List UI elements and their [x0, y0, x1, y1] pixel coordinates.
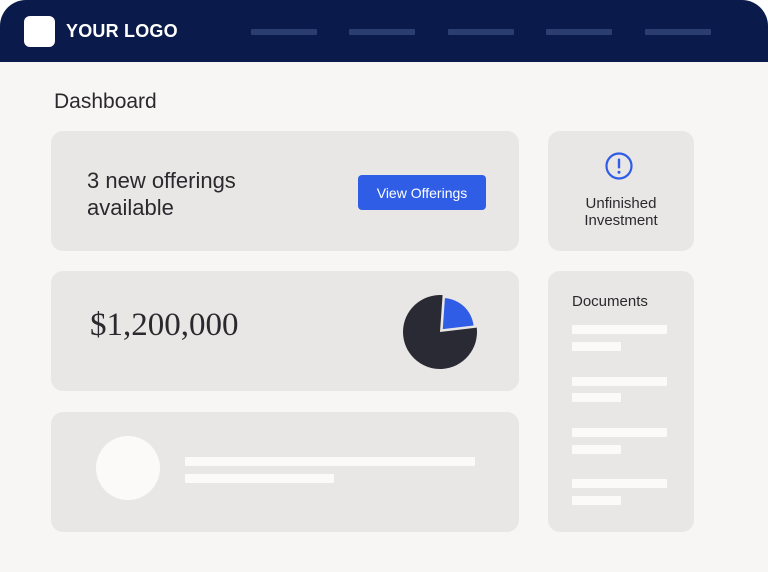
nav-link-1[interactable] [251, 29, 317, 35]
document-item-line[interactable] [572, 496, 621, 505]
portfolio-amount: $1,200,000 [90, 307, 239, 343]
document-item-line[interactable] [572, 479, 667, 488]
nav-link-4[interactable] [546, 29, 612, 35]
logo-icon[interactable] [24, 16, 55, 47]
document-item-line[interactable] [572, 393, 621, 402]
exclamation-circle-icon [605, 152, 633, 180]
unfinished-investment-label: Unfinished Investment [584, 195, 658, 229]
logo-text[interactable]: YOUR LOGO [66, 21, 178, 41]
pie-chart-icon [403, 295, 477, 369]
offerings-card: 3 new offerings available View Offerings [51, 131, 519, 251]
pie-accent-slice [442, 298, 474, 330]
view-offerings-button[interactable]: View Offerings [358, 175, 486, 210]
text-placeholder-line [185, 474, 334, 483]
documents-card: Documents [548, 271, 694, 532]
avatar-placeholder [96, 436, 160, 500]
nav-link-2[interactable] [349, 29, 415, 35]
pie-main-slice [403, 295, 477, 369]
top-navigation-bar: YOUR LOGO [0, 0, 768, 62]
page-title: Dashboard [54, 90, 157, 113]
profile-card [51, 412, 519, 532]
document-item-line[interactable] [572, 325, 667, 334]
nav-link-5[interactable] [645, 29, 711, 35]
offerings-message: 3 new offerings available [87, 168, 236, 220]
document-item-line[interactable] [572, 445, 621, 454]
documents-title: Documents [572, 293, 648, 310]
document-item-line[interactable] [572, 377, 667, 386]
portfolio-value-card: $1,200,000 [51, 271, 519, 391]
document-item-line[interactable] [572, 428, 667, 437]
text-placeholder-line [185, 457, 475, 466]
nav-link-3[interactable] [448, 29, 514, 35]
unfinished-investment-card[interactable]: Unfinished Investment [548, 131, 694, 251]
document-item-line[interactable] [572, 342, 621, 351]
